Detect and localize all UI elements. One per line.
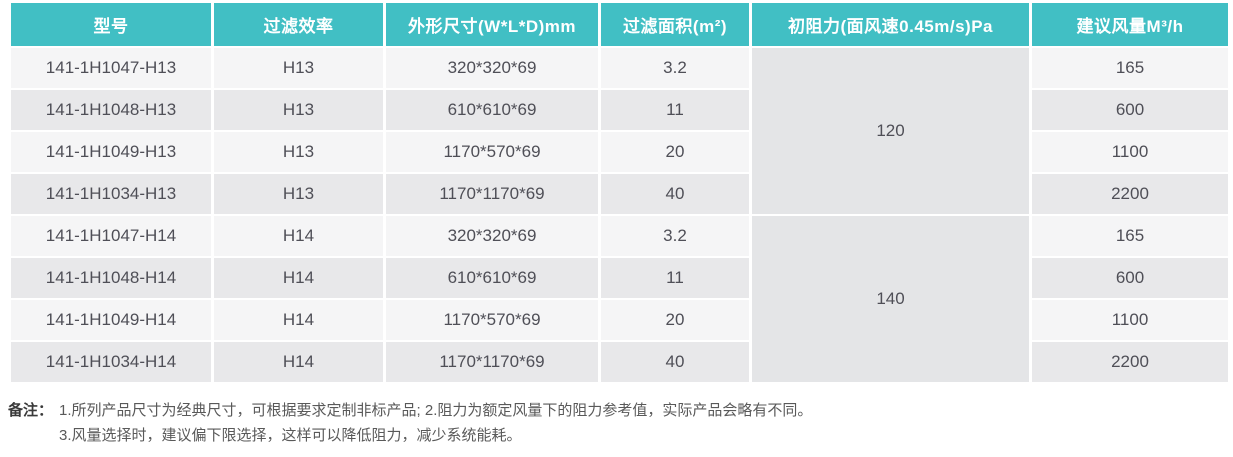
table-header: 型号 过滤效率 外形尺寸(W*L*D)mm 过滤面积(m²) 初阻力(面风速0.45m/… (8, 3, 1231, 48)
cell-model: 141-1H1048-H13 (8, 89, 214, 132)
column-header-airflow: 建议风量M³/h (1029, 3, 1231, 48)
cell-model: 141-1H1034-H13 (8, 173, 214, 216)
cell-efficiency: H14 (211, 299, 386, 342)
cell-airflow: 165 (1029, 47, 1231, 90)
cell-model: 141-1H1047-H14 (8, 215, 214, 258)
cell-airflow: 2200 (1029, 341, 1231, 384)
cell-airflow: 1100 (1029, 131, 1231, 174)
cell-dimensions: 610*610*69 (383, 257, 601, 300)
cell-resistance-group-2: 140 (749, 215, 1032, 384)
column-header-area: 过滤面积(m²) (598, 3, 752, 48)
cell-airflow: 1100 (1029, 299, 1231, 342)
cell-efficiency: H14 (211, 215, 386, 258)
cell-efficiency: H13 (211, 131, 386, 174)
note-line-1: 1.所列产品尺寸为经典尺寸，可根据要求定制非标产品; 2.阻力为额定风量下的阻力… (59, 402, 813, 419)
cell-resistance-group-1: 120 (749, 47, 1032, 216)
cell-area: 20 (598, 299, 752, 342)
cell-area: 11 (598, 89, 752, 132)
cell-dimensions: 1170*1170*69 (383, 341, 601, 384)
notes-label: 备注： (8, 402, 54, 419)
table-body: 141-1H1047-H13 H13 320*320*69 3.2 120 165 141-… (8, 47, 1231, 384)
cell-area: 3.2 (598, 215, 752, 258)
cell-efficiency: H14 (211, 257, 386, 300)
cell-efficiency: H13 (211, 47, 386, 90)
cell-model: 141-1H1048-H14 (8, 257, 214, 300)
table-row: 141-1H1049-H14 H14 1170*570*69 20 1100 (8, 299, 1231, 342)
cell-efficiency: H13 (211, 89, 386, 132)
header-row: 型号 过滤效率 外形尺寸(W*L*D)mm 过滤面积(m²) 初阻力(面风速0.45m/… (8, 3, 1231, 48)
table-row: 141-1H1034-H14 H14 1170*1170*69 40 2200 (8, 341, 1231, 384)
notes-body: 1.所列产品尺寸为经典尺寸，可根据要求定制非标产品; 2.阻力为额定风量下的阻力… (59, 398, 812, 448)
cell-dimensions: 1170*570*69 (383, 299, 601, 342)
cell-airflow: 600 (1029, 257, 1231, 300)
cell-area: 40 (598, 173, 752, 216)
cell-airflow: 2200 (1029, 173, 1231, 216)
cell-dimensions: 320*320*69 (383, 215, 601, 258)
table-row: 141-1H1047-H14 H14 320*320*69 3.2 140 165 (8, 215, 1231, 384)
table-row: 141-1H1048-H13 H13 610*610*69 11 600 (8, 89, 1231, 132)
table-row: 141-1H1049-H13 H13 1170*570*69 20 1100 (8, 131, 1231, 174)
cell-efficiency: H13 (211, 173, 386, 216)
cell-model: 141-1H1034-H14 (8, 341, 214, 384)
table-row: 141-1H1047-H13 H13 320*320*69 3.2 120 165 (8, 47, 1231, 216)
cell-area: 20 (598, 131, 752, 174)
notes: 备注： 1.所列产品尺寸为经典尺寸，可根据要求定制非标产品; 2.阻力为额定风量… (8, 398, 1228, 448)
cell-airflow: 600 (1029, 89, 1231, 132)
cell-dimensions: 1170*1170*69 (383, 173, 601, 216)
filter-spec-table: 型号 过滤效率 外形尺寸(W*L*D)mm 过滤面积(m²) 初阻力(面风速0.45m/… (8, 3, 1231, 384)
column-header-efficiency: 过滤效率 (211, 3, 386, 48)
cell-airflow: 165 (1029, 215, 1231, 258)
cell-dimensions: 610*610*69 (383, 89, 601, 132)
column-header-resistance: 初阻力(面风速0.45m/s)Pa (749, 3, 1032, 48)
cell-area: 3.2 (598, 47, 752, 90)
cell-area: 11 (598, 257, 752, 300)
table-row: 141-1H1034-H13 H13 1170*1170*69 40 2200 (8, 173, 1231, 216)
cell-dimensions: 320*320*69 (383, 47, 601, 90)
cell-model: 141-1H1049-H13 (8, 131, 214, 174)
column-header-dimensions: 外形尺寸(W*L*D)mm (383, 3, 601, 48)
cell-area: 40 (598, 341, 752, 384)
cell-efficiency: H14 (211, 341, 386, 384)
note-line-2: 3.风量选择时，建议偏下限选择，这样可以降低阻力，减少系统能耗。 (59, 427, 522, 444)
cell-model: 141-1H1047-H13 (8, 47, 214, 90)
column-header-model: 型号 (8, 3, 214, 48)
cell-model: 141-1H1049-H14 (8, 299, 214, 342)
cell-dimensions: 1170*570*69 (383, 131, 601, 174)
table-row: 141-1H1048-H14 H14 610*610*69 11 600 (8, 257, 1231, 300)
